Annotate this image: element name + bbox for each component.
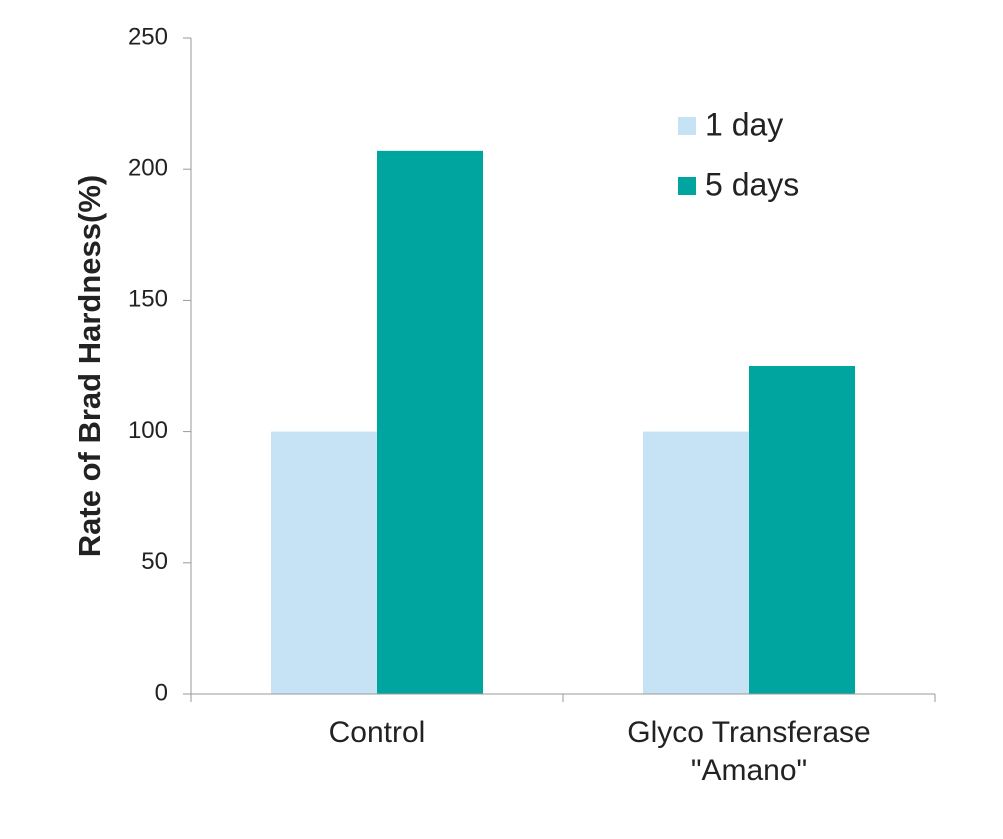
y-tick-label: 100 (128, 417, 168, 444)
legend-label: 5 days (705, 166, 799, 202)
y-axis-label: Rate of Brad Hardness(%) (72, 175, 107, 557)
bar (749, 366, 855, 694)
y-tick-label: 0 (155, 679, 168, 706)
y-tick-label: 150 (128, 286, 168, 313)
y-tick-label: 200 (128, 155, 168, 182)
y-tick-label: 50 (141, 548, 168, 575)
x-tick-label: Glyco Transferase "Amano" (627, 716, 871, 787)
x-tick-label: Control (328, 716, 426, 749)
bar (271, 431, 377, 694)
bar (377, 150, 483, 694)
legend-label: 1 day (705, 106, 783, 142)
bar (643, 431, 749, 694)
legend-swatch (678, 117, 696, 135)
legend-swatch (678, 177, 696, 195)
y-tick-label: 250 (128, 23, 168, 50)
